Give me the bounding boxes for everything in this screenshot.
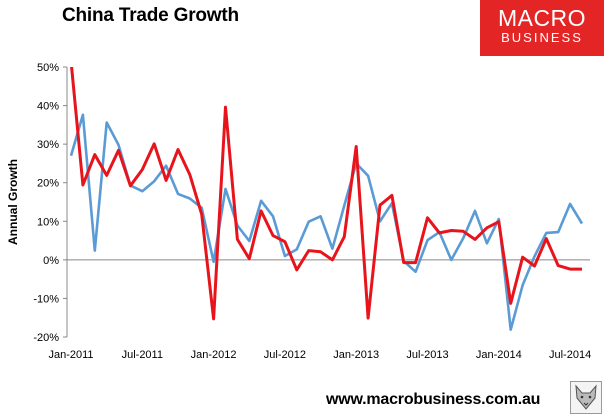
x-tick-label: Jan-2014 xyxy=(476,349,522,361)
chart-axes: 50% 40% 30% 20% 10% 0% -10% -20% Jan-2011 Jul-201… xyxy=(33,62,591,361)
y-tick-label: -20% xyxy=(33,332,59,344)
chart-series xyxy=(69,67,584,332)
x-tick-label: Jul-2013 xyxy=(406,349,448,361)
x-tick-label: Jul-2011 xyxy=(122,349,163,361)
chart-title: China Trade Growth xyxy=(62,5,239,26)
x-tick-label: Jan-2013 xyxy=(333,349,379,361)
x-tick-label: Jan-2012 xyxy=(191,349,237,361)
y-tick-label: 50% xyxy=(37,62,59,74)
y-tick-label: -10% xyxy=(33,293,59,305)
series-line-2 xyxy=(70,67,582,321)
x-tick-label: Jul-2012 xyxy=(264,349,306,361)
fox-logo-icon xyxy=(570,381,602,414)
y-tick-label: 20% xyxy=(37,178,59,190)
footer-url[interactable]: www.macrobusiness.com.au xyxy=(326,391,541,408)
logo-line-1: MACRO xyxy=(497,5,587,31)
y-tick-label: 10% xyxy=(37,216,59,228)
y-tick-label: 0% xyxy=(43,255,59,267)
line-chart: 50% 40% 30% 20% 10% 0% -10% -20% Jan-2011 Jul-201… xyxy=(6,62,591,361)
x-tick-label: Jan-2011 xyxy=(48,349,93,361)
macrobusiness-logo: MACRO BUSINESS xyxy=(480,0,604,56)
logo-line-2: BUSINESS xyxy=(501,30,583,45)
x-tick-label: Jul-2014 xyxy=(549,349,591,361)
y-axis-label: Annual Growth xyxy=(6,159,20,245)
series-line-1 xyxy=(69,113,584,332)
y-tick-label: 40% xyxy=(37,101,59,113)
y-tick-label: 30% xyxy=(37,139,59,151)
